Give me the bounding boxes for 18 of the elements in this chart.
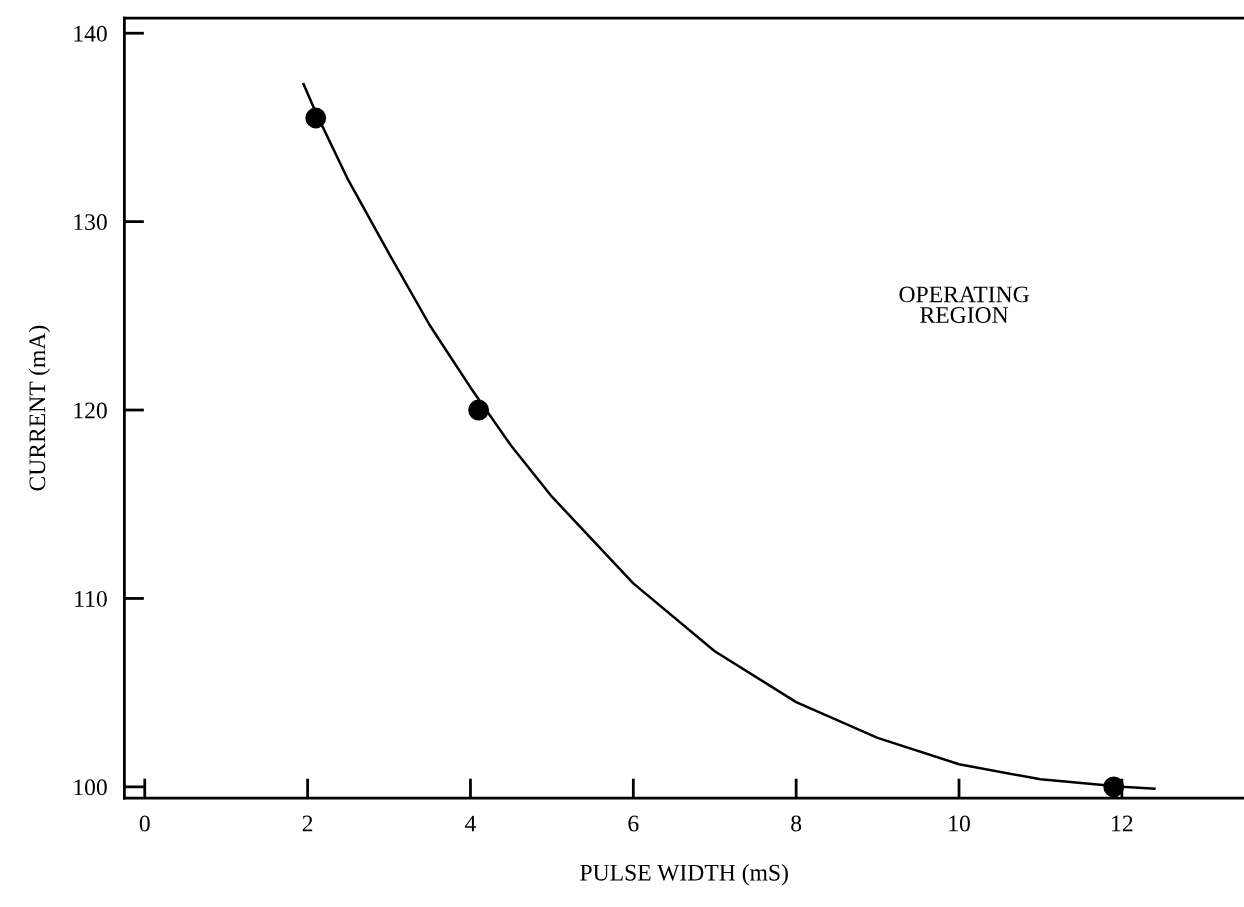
y-tick-label: 110 xyxy=(75,590,107,607)
x-tick-label: 2 xyxy=(302,815,313,832)
y-tick-label: 100 xyxy=(74,779,107,796)
y-tick-label: 120 xyxy=(74,402,107,419)
x-tick-label: 10 xyxy=(949,815,970,832)
y-axis-title: CURRENT (mA) xyxy=(28,325,51,491)
x-tick-label: 4 xyxy=(465,815,476,832)
x-tick-label: 6 xyxy=(628,815,639,832)
y-tick-label: 130 xyxy=(74,214,107,231)
annotation: OPERATING REGION xyxy=(899,286,1029,323)
x-axis-title: PULSE WIDTH (mS) xyxy=(580,864,788,886)
x-tick-label: 8 xyxy=(791,815,802,832)
point xyxy=(305,107,327,129)
x-tick-label: 0 xyxy=(139,815,150,832)
point xyxy=(1103,776,1125,798)
point xyxy=(468,399,490,421)
x-tick-label: 12 xyxy=(1112,815,1133,832)
y-tick-label: 140 xyxy=(74,25,107,42)
